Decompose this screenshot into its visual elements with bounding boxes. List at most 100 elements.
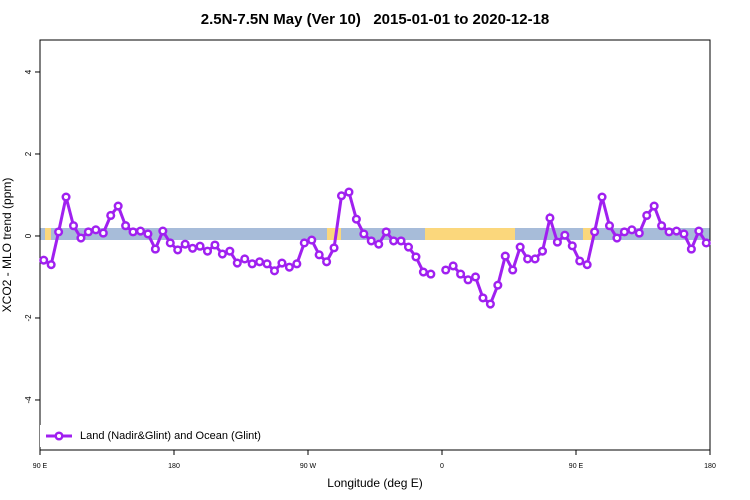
point [478,293,488,303]
point [210,240,220,250]
point [351,214,361,224]
point [374,239,384,249]
point [612,233,622,243]
point [128,227,138,237]
point [508,265,518,275]
surface-band [40,228,710,240]
point [232,258,242,268]
x-tick-label: 90 E [569,463,584,470]
point [664,227,674,237]
point [671,226,682,236]
point [359,229,369,239]
point [202,246,213,256]
point [426,269,436,279]
point [523,254,533,264]
point [180,239,190,249]
legend-label: Land (Nadir&Glint) and Ocean (Glint) [80,430,261,442]
x-tick-label: 90 E [33,463,48,470]
point [470,272,481,282]
point [262,259,272,269]
point [121,221,131,231]
point [173,245,183,255]
point [582,260,592,270]
point [329,243,339,253]
point [61,192,71,202]
point [98,228,108,238]
y-tick-label: -2 [24,314,33,322]
point [567,241,577,251]
y-tick-label: 0 [24,233,33,238]
point [642,210,652,221]
point [634,228,644,238]
point [500,251,510,261]
x-axis-label: Longitude (deg E) [327,476,422,490]
point [269,266,280,276]
point [240,254,250,264]
x-tick-label: 180 [704,463,716,470]
land-band [583,228,593,240]
point [619,227,629,237]
point [322,257,332,267]
point [627,225,637,235]
point [292,259,302,269]
point [217,249,227,259]
point [255,257,265,267]
point [463,275,473,285]
x-tick-label: 90 W [300,463,317,470]
y-tick-label: -4 [24,396,33,404]
point [366,236,376,246]
chart-title: 2.5N-7.5N May (Ver 10) 2015-01-01 to 202… [201,11,550,28]
point [225,246,235,256]
point [530,254,540,264]
point [247,259,257,269]
point [649,201,659,211]
point [418,267,428,277]
point [686,244,696,254]
point [456,269,466,279]
ocean-band [40,228,710,240]
point [277,258,287,268]
y-axis-label: XCO2 - MLO trend (ppm) [0,178,14,313]
point [389,236,399,246]
point [165,238,175,248]
point [381,227,391,237]
point [597,192,607,202]
point [46,260,56,270]
point [150,244,160,254]
point [195,241,205,251]
point [299,238,309,248]
y-tick-label: 2 [24,151,33,156]
point [575,256,585,266]
point [336,191,347,201]
point [39,255,49,265]
point [515,242,525,252]
point [701,238,711,248]
point [143,229,153,239]
point [403,242,414,252]
point [68,221,79,231]
point [485,299,495,309]
point [411,252,421,262]
point [396,236,406,246]
point [590,227,600,237]
legend-marker [54,431,64,441]
point [76,233,86,243]
point [441,265,451,275]
point [679,229,689,239]
x-tick-label: 0 [440,463,444,470]
point [83,227,93,237]
point [694,226,704,236]
point [106,210,116,221]
point [493,280,503,290]
point [552,237,562,247]
point [545,213,555,223]
point [448,261,458,271]
point [604,221,615,231]
point [657,221,667,231]
point [284,262,294,272]
point [188,243,198,253]
point [158,226,168,236]
point [560,230,570,240]
